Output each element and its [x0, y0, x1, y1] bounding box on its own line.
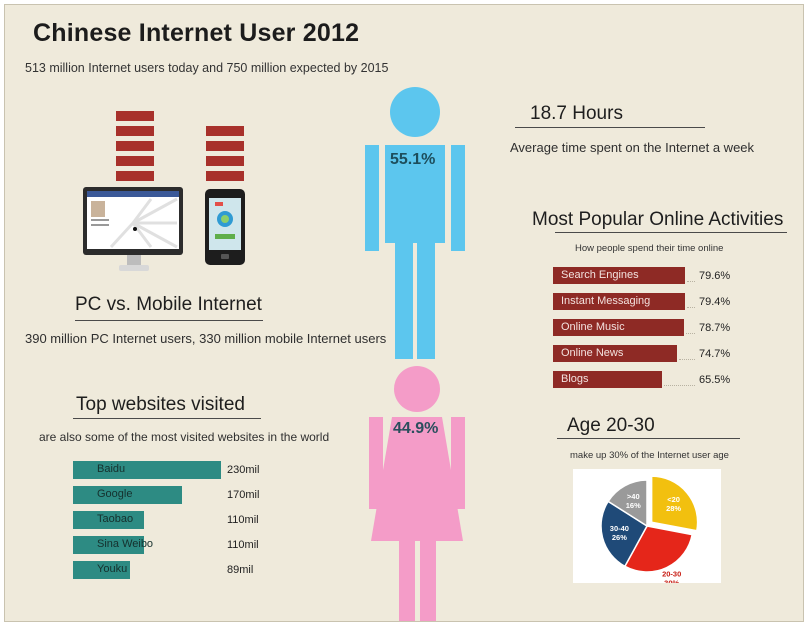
desktop-computer-icon: [83, 187, 183, 271]
bar-label: Online Music: [561, 321, 625, 333]
divider: [515, 127, 705, 128]
brick: [206, 126, 244, 136]
bar-label: Google: [97, 488, 133, 500]
bar-value-label: 79.4%: [699, 296, 731, 308]
bar-value-label: 65.5%: [699, 374, 731, 386]
hours-heading: 18.7 Hours: [530, 103, 623, 124]
bar-sina-weibo: [73, 536, 144, 554]
male-figure-icon: [365, 87, 465, 359]
bar-label: Taobao: [97, 513, 134, 525]
infographic: Chinese Internet User 2012 513 million I…: [4, 4, 804, 622]
bar-label: Sina Weibo: [97, 538, 154, 550]
divider: [73, 418, 261, 419]
page-subtitle: 513 million Internet users today and 750…: [25, 61, 389, 75]
pie-chart-panel: <20 28% 20-30 30% 30-40 26% >40 16%: [573, 469, 721, 587]
activities-bar-chart: Search Engines 79.6% Instant Messaging 79.4…: [5, 5, 803, 621]
leader-line: [663, 385, 695, 386]
bar-youku: [73, 561, 131, 579]
brick: [116, 126, 154, 136]
bar-online-news: [553, 345, 677, 362]
brick: [206, 156, 244, 166]
brick: [116, 111, 154, 121]
bar-value-label: 230mil: [227, 464, 260, 476]
female-figure-icon: [369, 366, 465, 621]
websites-heading: Top websites visited: [76, 394, 245, 415]
pie-slice-percent: 28%: [666, 504, 681, 513]
pie-slice-percent: 30%: [664, 578, 679, 583]
websites-subtitle: are also some of the most visited websit…: [39, 430, 330, 444]
bar-blogs: [553, 371, 662, 388]
websites-bar-chart: Baidu 230mil Google 170mil Taobao 110mil Sina …: [5, 5, 803, 621]
bar-online-music: [553, 319, 684, 336]
bar-label: Instant Messaging: [561, 295, 651, 307]
age-heading: Age 20-30: [567, 415, 655, 436]
bar-label: Search Engines: [561, 269, 639, 281]
pie-slice: [607, 479, 648, 528]
devices-heading: PC vs. Mobile Internet: [75, 294, 262, 315]
bar-baidu: [73, 461, 221, 479]
pie-slice-percent: 26%: [612, 533, 627, 542]
leader-line: [685, 333, 695, 334]
bar-value-label: 110mil: [227, 514, 259, 526]
leader-line: [686, 307, 695, 308]
leader-line: [687, 281, 695, 282]
divider: [75, 320, 263, 321]
bar-value-label: 110mil: [227, 539, 259, 551]
bar-value-label: 89mil: [227, 564, 254, 576]
hours-description: Average time spent on the Internet a wee…: [510, 140, 755, 155]
age-subtitle: make up 30% of the Internet user age: [570, 450, 729, 461]
brick: [206, 141, 244, 151]
pie-slice: [600, 500, 648, 568]
bar-label: Blogs: [561, 373, 589, 385]
bar-google: [73, 486, 183, 504]
female-percentage: 44.9%: [393, 420, 439, 437]
devices-description: 390 million PC Internet users, 330 milli…: [25, 331, 387, 346]
bar-taobao: [73, 511, 144, 529]
bar-search-engines: [553, 267, 685, 284]
bar-value-label: 78.7%: [699, 322, 731, 334]
bar-label: Baidu: [97, 463, 126, 475]
pie-slice-label: 30-40: [610, 524, 629, 533]
leader-line: [678, 359, 695, 360]
bar-instant-messaging: [553, 293, 685, 310]
page-title: Chinese Internet User 2012: [33, 19, 360, 47]
bar-value-label: 79.6%: [699, 270, 731, 282]
male-percentage: 55.1%: [390, 151, 436, 168]
pie-slice-label: >40: [627, 492, 640, 501]
bar-value-label: 74.7%: [699, 348, 731, 360]
divider: [555, 232, 787, 233]
pie-slice: [650, 475, 699, 532]
pie-slice-percent: 16%: [626, 501, 641, 510]
brick: [116, 171, 154, 181]
brick: [206, 171, 244, 181]
divider: [557, 438, 740, 439]
bar-value-label: 170mil: [227, 489, 260, 501]
activities-subtitle: How people spend their time online: [575, 243, 724, 254]
activities-heading: Most Popular Online Activities: [532, 209, 784, 230]
mobile-phone-icon: [205, 189, 245, 265]
pie-slice-label: 20-30: [662, 569, 681, 578]
pie-slice-label: <20: [667, 495, 680, 504]
bar-label: Youku: [97, 563, 128, 575]
brick: [116, 156, 154, 166]
brick: [116, 141, 154, 151]
bar-label: Online News: [561, 347, 624, 359]
pie-slice: [623, 525, 694, 573]
